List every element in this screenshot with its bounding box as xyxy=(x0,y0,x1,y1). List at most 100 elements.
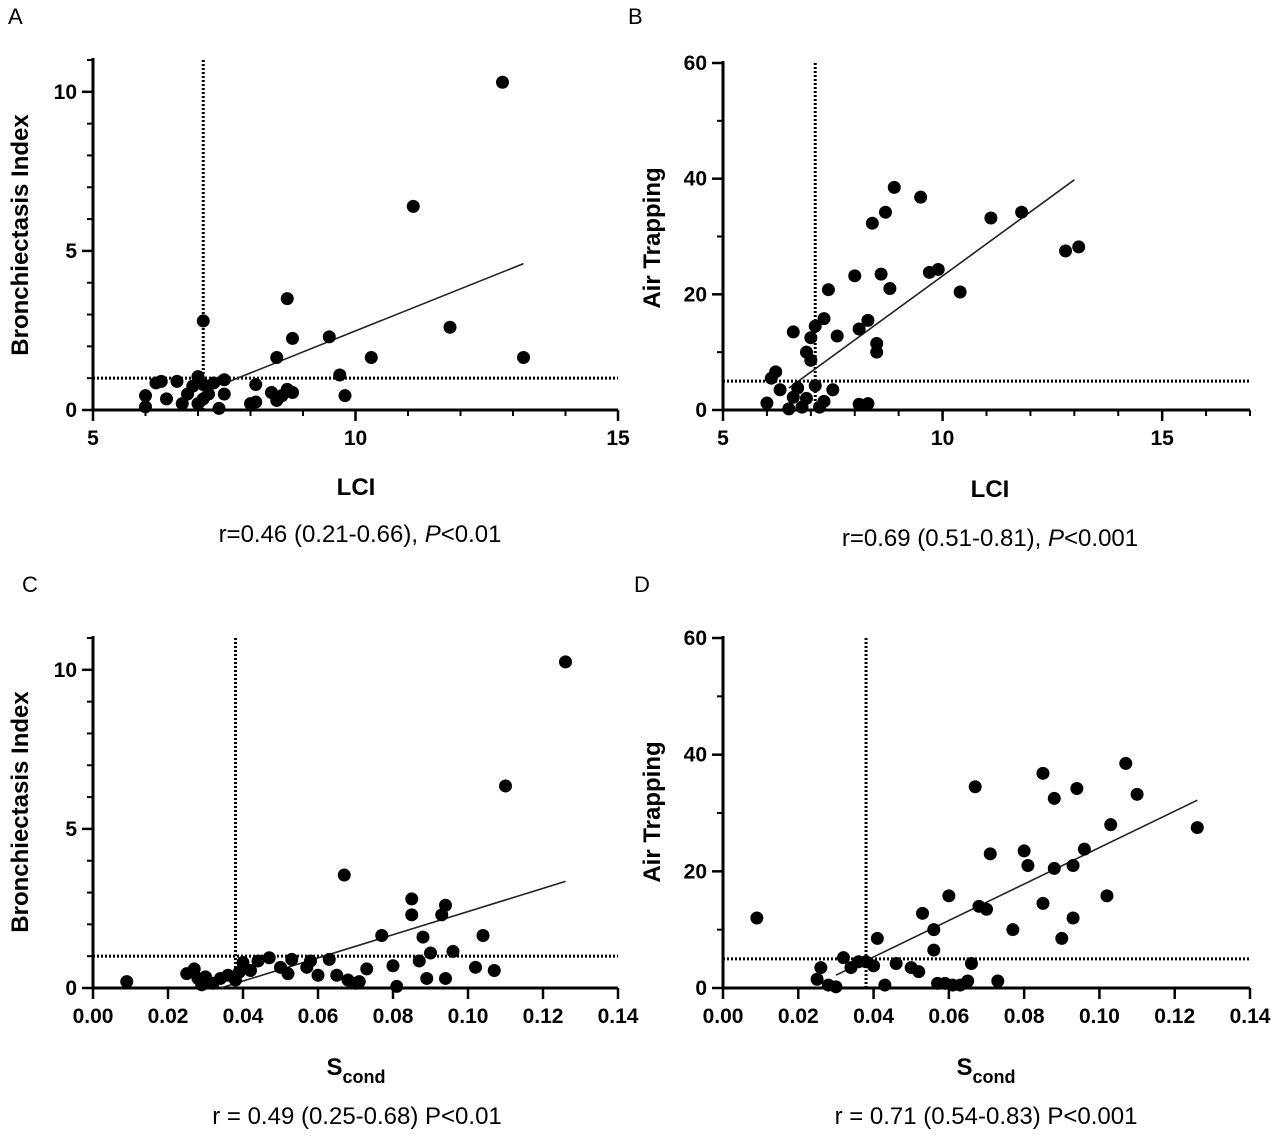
data-point xyxy=(861,313,875,327)
data-point xyxy=(406,199,420,213)
correlation-caption: r=0.46 (0.21-0.66), P<0.01 xyxy=(219,521,502,548)
data-point xyxy=(1104,818,1118,832)
data-point xyxy=(870,345,884,359)
data-point xyxy=(285,952,299,966)
data-point xyxy=(202,387,215,401)
data-point xyxy=(769,365,783,379)
data-point xyxy=(1130,787,1144,801)
data-point xyxy=(262,951,276,965)
data-point xyxy=(1119,756,1133,770)
data-point xyxy=(139,389,152,403)
data-point xyxy=(874,267,888,281)
caption-text: r = 0.71 (0.54-0.83) P<0.001 xyxy=(835,1103,1138,1130)
data-point xyxy=(186,379,200,393)
data-point xyxy=(517,351,530,364)
data-point xyxy=(281,967,295,981)
data-point xyxy=(330,968,344,982)
data-point xyxy=(1047,861,1061,875)
data-point xyxy=(352,975,366,989)
x-tick-label: 10 xyxy=(344,427,367,450)
data-point xyxy=(786,325,800,339)
regression-line xyxy=(835,799,1198,976)
data-point xyxy=(791,381,805,395)
x-tick-label: 0.14 xyxy=(1230,1005,1271,1028)
data-point xyxy=(120,975,134,989)
data-point xyxy=(1055,931,1069,945)
correlation-caption: r = 0.49 (0.25-0.68) P<0.01 xyxy=(212,1103,502,1130)
caption-text: r = 0.49 (0.25-0.68) P<0.01 xyxy=(212,1103,502,1130)
data-point xyxy=(830,329,844,343)
data-point xyxy=(983,847,997,861)
y-tick-label: 60 xyxy=(684,52,707,75)
data-point xyxy=(1190,821,1204,835)
data-point xyxy=(836,951,850,965)
data-point xyxy=(782,402,796,416)
x-axis-label: LCI xyxy=(337,474,376,501)
data-point xyxy=(286,331,299,345)
data-point xyxy=(931,262,945,276)
x-axis-label-main: LCI xyxy=(971,476,1010,503)
x-axis-label-subscript: cond xyxy=(343,1067,386,1087)
data-point xyxy=(439,971,452,985)
y-axis-label: Bronchiectasis Index xyxy=(7,691,34,933)
data-point xyxy=(968,780,982,794)
data-point xyxy=(942,889,956,903)
data-point xyxy=(861,397,875,411)
y-tick-label: 5 xyxy=(65,818,77,841)
x-tick-label: 0.06 xyxy=(928,1005,969,1028)
data-point xyxy=(991,974,1005,988)
y-tick-label: 0 xyxy=(695,977,707,1000)
data-point xyxy=(829,980,843,994)
x-tick-label: 0.06 xyxy=(298,1005,339,1028)
data-point xyxy=(364,351,378,364)
data-point xyxy=(469,960,482,974)
y-tick-label: 40 xyxy=(684,744,707,767)
data-point xyxy=(865,216,879,230)
data-point xyxy=(964,957,978,970)
regression-line xyxy=(229,262,524,383)
panel-d: D 0 20 40 60 0.00 0.02 0.04 0.06 0.08 0.10 0.12 0.14… xyxy=(634,572,1271,1130)
data-point xyxy=(446,944,460,958)
data-point xyxy=(244,964,257,977)
regression-line xyxy=(788,179,1075,389)
data-point xyxy=(304,954,317,968)
data-point xyxy=(953,285,967,299)
data-point xyxy=(390,979,404,993)
data-point xyxy=(175,397,189,411)
data-point xyxy=(1070,782,1084,795)
data-point xyxy=(1066,911,1080,925)
data-point xyxy=(338,389,352,403)
data-point xyxy=(1036,896,1050,910)
x-axis-label-main: S xyxy=(326,1054,342,1081)
data-point xyxy=(476,929,490,942)
y-tick-label: 0 xyxy=(65,399,77,422)
x-axis-label-main: LCI xyxy=(337,474,376,501)
x-tick-label: 0.10 xyxy=(1079,1005,1120,1028)
panel-letter: C xyxy=(22,572,38,597)
y-tick-label: 10 xyxy=(54,81,77,104)
data-point xyxy=(980,902,993,916)
panel-letter: B xyxy=(628,4,643,29)
caption-p-value: <0.001 xyxy=(1064,525,1138,552)
data-point xyxy=(280,292,294,306)
x-axis-label: LCI xyxy=(971,476,1010,503)
data-point xyxy=(1072,240,1086,254)
y-tick-label: 40 xyxy=(684,168,707,191)
data-point xyxy=(375,929,389,942)
data-point xyxy=(412,954,426,968)
x-tick-label: 0.14 xyxy=(598,1005,639,1028)
data-point xyxy=(984,211,998,225)
data-point xyxy=(360,962,374,976)
data-point xyxy=(916,906,930,920)
data-point xyxy=(217,387,231,401)
panel-letter: A xyxy=(8,4,23,29)
data-point xyxy=(961,974,975,988)
data-point xyxy=(1077,842,1091,856)
caption-text: r=0.69 (0.51-0.81), xyxy=(842,525,1048,552)
data-point xyxy=(1017,844,1031,858)
data-point xyxy=(878,978,892,992)
data-point xyxy=(889,957,903,970)
data-point xyxy=(808,379,822,393)
data-point xyxy=(337,868,351,882)
